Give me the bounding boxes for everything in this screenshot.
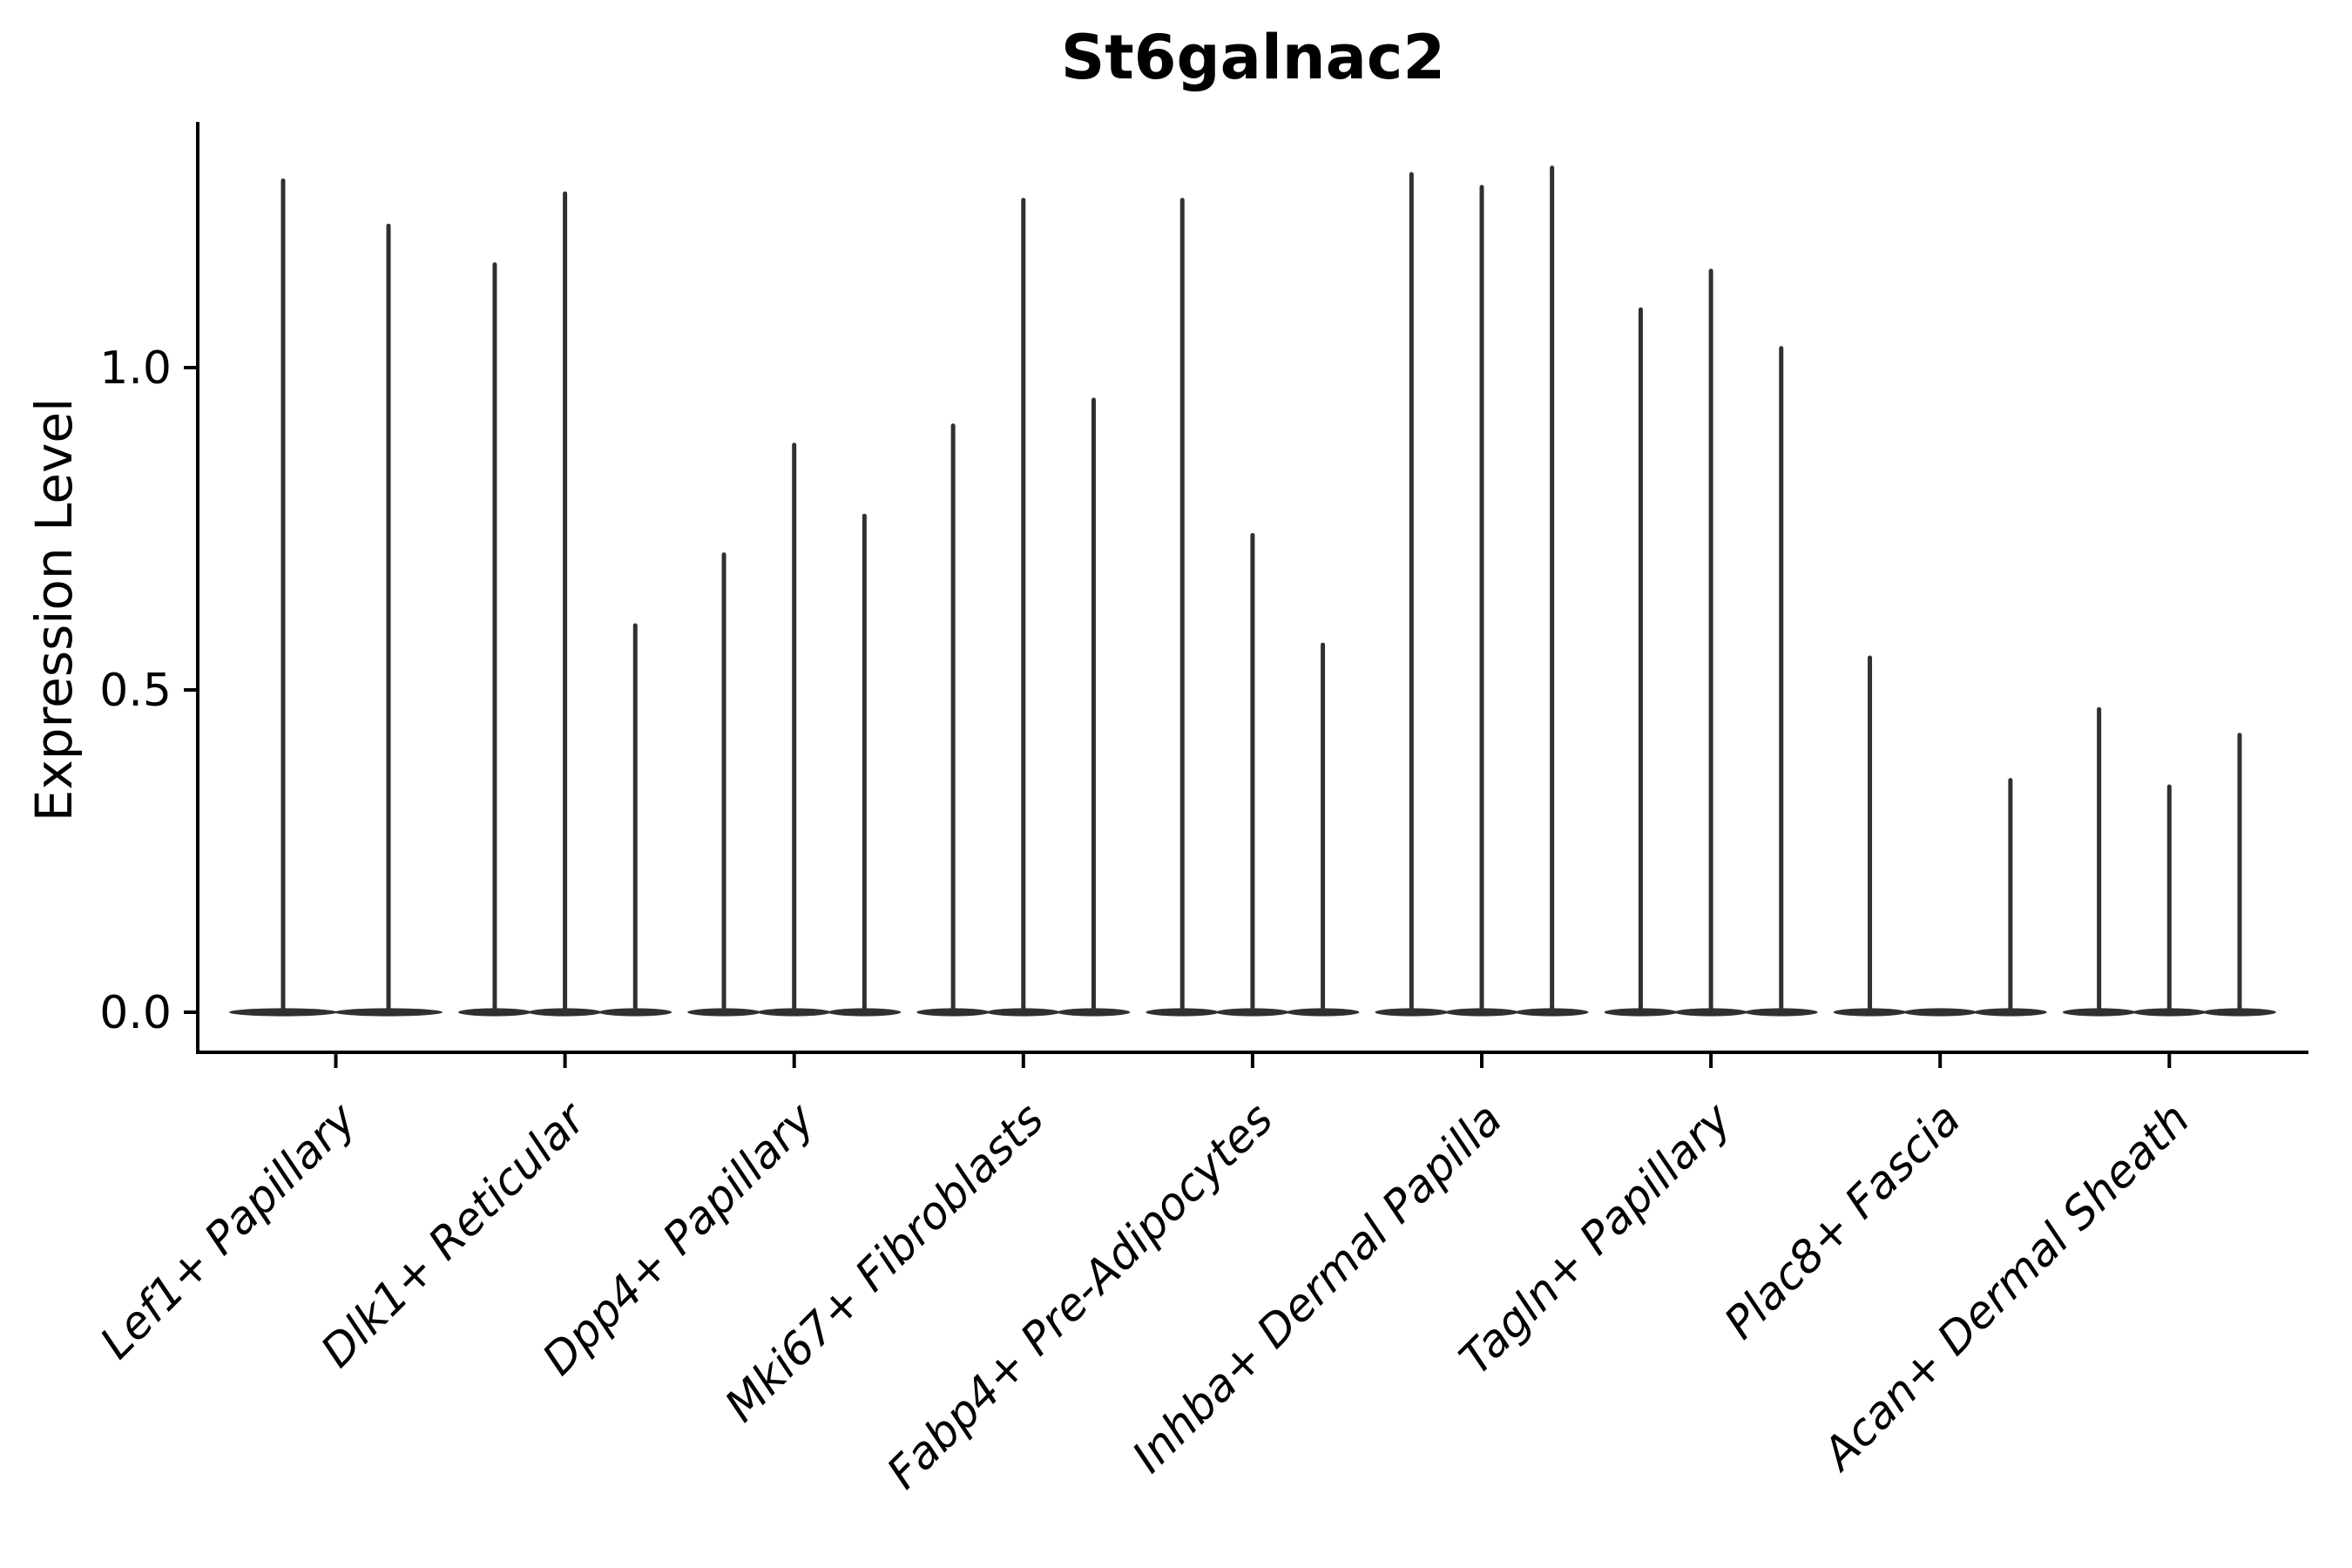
- x-tick-label: Acan+ Dermal Sheath: [1812, 1093, 2200, 1481]
- chart-title: St6galnac2: [1060, 22, 1446, 93]
- y-tick-label: 0.0: [99, 987, 172, 1039]
- x-tick-label: Plac8+ Fascia: [1715, 1093, 1971, 1349]
- y-tick-label: 1.0: [99, 342, 172, 395]
- x-tick-label: Inhba+ Dermal Papilla: [1123, 1093, 1512, 1483]
- x-tick-label: Fabp4+ Pre-Adipocytes: [878, 1093, 1284, 1499]
- violin-base: [1903, 1008, 1977, 1017]
- y-tick-label: 0.5: [99, 665, 172, 717]
